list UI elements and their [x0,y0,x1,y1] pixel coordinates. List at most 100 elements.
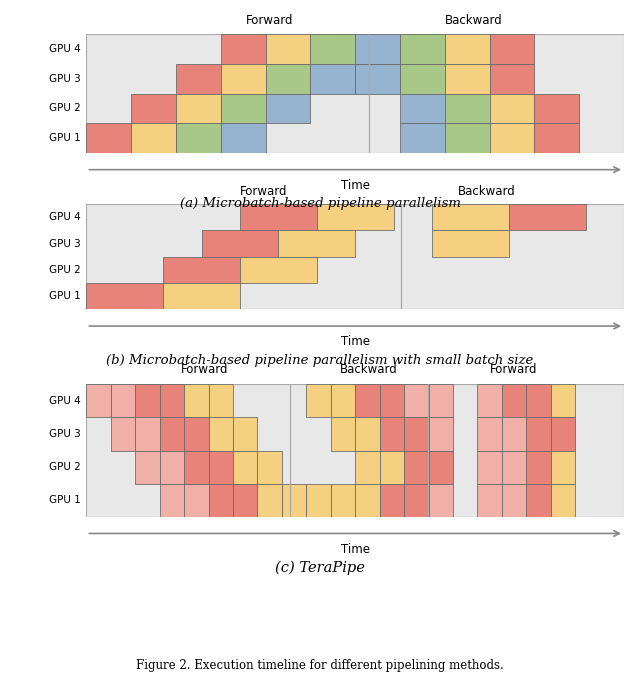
Text: GPU 4: GPU 4 [49,212,81,222]
Bar [534,123,579,153]
Bar [477,450,502,483]
Bar [317,204,394,231]
Bar [111,418,135,450]
Text: GPU 2: GPU 2 [49,103,81,114]
Bar [310,34,355,64]
Bar [477,418,502,450]
Bar [526,450,550,483]
Bar [404,384,429,418]
Bar [380,450,404,483]
Text: GPU 2: GPU 2 [49,462,81,472]
Bar [526,483,550,517]
Bar [233,418,257,450]
Bar [209,418,233,450]
Bar [477,483,502,517]
Bar [233,450,257,483]
Text: GPU 4: GPU 4 [49,44,81,54]
Bar [202,231,278,256]
Bar [429,450,453,483]
Text: Backward: Backward [458,185,516,198]
Bar [221,34,266,64]
Bar [111,384,135,418]
Bar [184,483,209,517]
Bar [502,384,526,418]
Text: GPU 1: GPU 1 [49,133,81,143]
Bar [176,64,221,94]
Bar [509,204,586,231]
Bar [266,34,310,64]
Bar [278,231,355,256]
Bar [477,384,502,418]
Bar [221,123,266,153]
Bar [184,450,209,483]
Text: GPU 1: GPU 1 [49,495,81,505]
Bar [400,94,445,123]
Bar [176,94,221,123]
Bar [86,123,131,153]
Text: GPU 1: GPU 1 [49,291,81,301]
Bar [355,64,400,94]
Bar [502,450,526,483]
Text: Backward: Backward [445,14,502,27]
Bar [550,418,575,450]
Bar [221,94,266,123]
Bar [400,64,445,94]
Bar [282,483,307,517]
Bar [266,64,310,94]
Bar [432,204,509,231]
Bar [355,34,400,64]
Bar [257,483,282,517]
Bar [355,418,380,450]
Bar [86,283,163,309]
Bar [355,450,380,483]
Bar [331,483,355,517]
Bar [160,384,184,418]
Bar [355,384,380,418]
Bar [490,34,534,64]
Text: Time: Time [340,543,370,556]
Bar [163,256,240,283]
Bar [380,483,404,517]
Bar [445,34,490,64]
Bar [380,418,404,450]
Bar [429,483,453,517]
Bar [209,483,233,517]
Text: GPU 4: GPU 4 [49,396,81,406]
Bar [404,418,429,450]
Bar [233,483,257,517]
Bar [86,384,111,418]
Bar [307,483,331,517]
Text: (a) Microbatch-based pipeline parallelism: (a) Microbatch-based pipeline parallelis… [179,197,461,210]
Bar [221,64,266,94]
Bar [176,123,221,153]
Bar [355,483,380,517]
Text: Time: Time [340,335,370,348]
Text: (c) TeraPipe: (c) TeraPipe [275,561,365,575]
Bar [160,450,184,483]
Text: GPU 3: GPU 3 [49,73,81,84]
Bar [131,123,176,153]
Bar [550,384,575,418]
Bar [266,94,310,123]
Bar [307,384,331,418]
Text: Forward: Forward [181,363,228,376]
Bar [404,450,429,483]
Bar [135,450,160,483]
Bar [331,418,355,450]
Text: GPU 3: GPU 3 [49,429,81,439]
Bar [550,483,575,517]
Bar [135,418,160,450]
Text: Time: Time [340,179,370,192]
Bar [240,256,317,283]
Bar [526,384,550,418]
Bar [160,483,184,517]
Text: Forward: Forward [245,14,293,27]
Bar [534,94,579,123]
Bar [184,418,209,450]
Bar [400,123,445,153]
Text: Forward: Forward [240,185,287,198]
Bar [490,64,534,94]
Text: (b) Microbatch-based pipeline parallelism with small batch size: (b) Microbatch-based pipeline parallelis… [106,354,534,367]
Bar [240,204,317,231]
Bar [160,418,184,450]
